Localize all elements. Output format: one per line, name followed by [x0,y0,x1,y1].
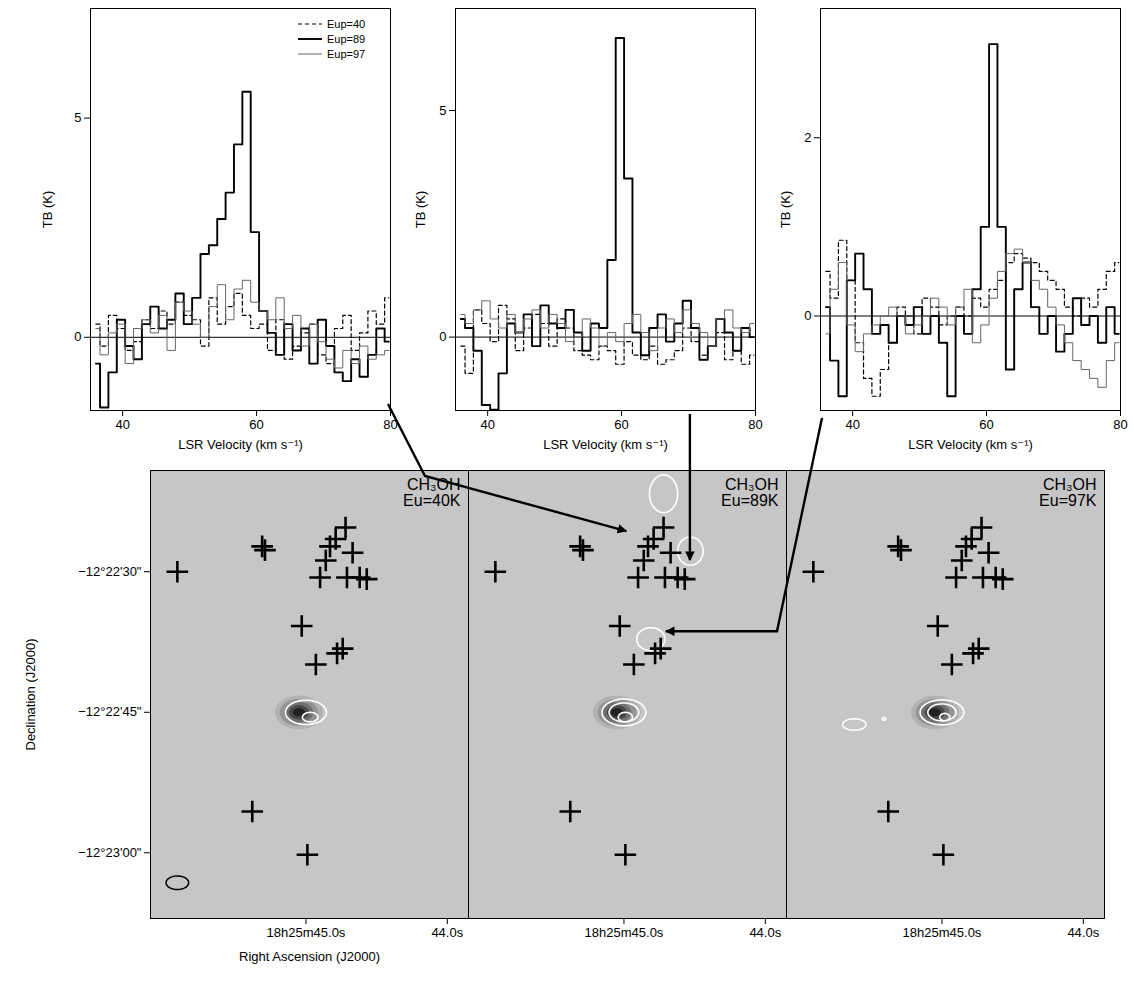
svg-text:TB (K): TB (K) [40,191,55,229]
svg-text:0: 0 [74,329,81,344]
svg-text:LSR Velocity (km s⁻¹): LSR Velocity (km s⁻¹) [908,437,1033,452]
svg-text:CH₃OHEu=89K: CH₃OHEu=89K [721,476,779,509]
svg-text:60: 60 [249,417,263,432]
svg-text:60: 60 [614,417,628,432]
svg-text:60: 60 [979,417,993,432]
svg-text:5: 5 [74,110,81,125]
svg-text:Right Ascension (J2000): Right Ascension (J2000) [239,949,380,964]
svg-text:18h25m45.0s: 18h25m45.0s [903,925,982,940]
svg-text:CH₃OHEu=40K: CH₃OHEu=40K [403,476,461,509]
svg-text:44.0s: 44.0s [749,925,781,940]
svg-text:40: 40 [480,417,494,432]
svg-text:Declination (J2000): Declination (J2000) [23,638,38,750]
svg-text:TB (K): TB (K) [778,191,793,229]
svg-text:40: 40 [115,417,129,432]
svg-text:0: 0 [439,329,446,344]
svg-text:80: 80 [1113,417,1127,432]
svg-text:40: 40 [845,417,859,432]
svg-text:2: 2 [804,130,811,145]
svg-text:Eup=89: Eup=89 [327,33,365,45]
svg-text:80: 80 [748,417,762,432]
svg-text:0: 0 [804,308,811,323]
svg-text:Eup=97: Eup=97 [327,48,365,60]
svg-text:−12°22'45": −12°22'45" [78,704,142,719]
svg-text:80: 80 [383,417,397,432]
svg-text:18h25m45.0s: 18h25m45.0s [585,925,664,940]
svg-text:LSR Velocity (km s⁻¹): LSR Velocity (km s⁻¹) [178,437,303,452]
svg-text:44.0s: 44.0s [431,925,463,940]
svg-text:Eup=40: Eup=40 [327,18,365,30]
svg-text:−12°22'30": −12°22'30" [78,564,142,579]
svg-text:LSR Velocity (km s⁻¹): LSR Velocity (km s⁻¹) [543,437,668,452]
svg-text:44.0s: 44.0s [1067,925,1099,940]
svg-text:5: 5 [439,103,446,118]
svg-text:TB (K): TB (K) [413,191,428,229]
svg-text:−12°23'00": −12°23'00" [78,845,142,860]
svg-text:18h25m45.0s: 18h25m45.0s [267,925,346,940]
svg-text:CH₃OHEu=97K: CH₃OHEu=97K [1039,476,1097,509]
